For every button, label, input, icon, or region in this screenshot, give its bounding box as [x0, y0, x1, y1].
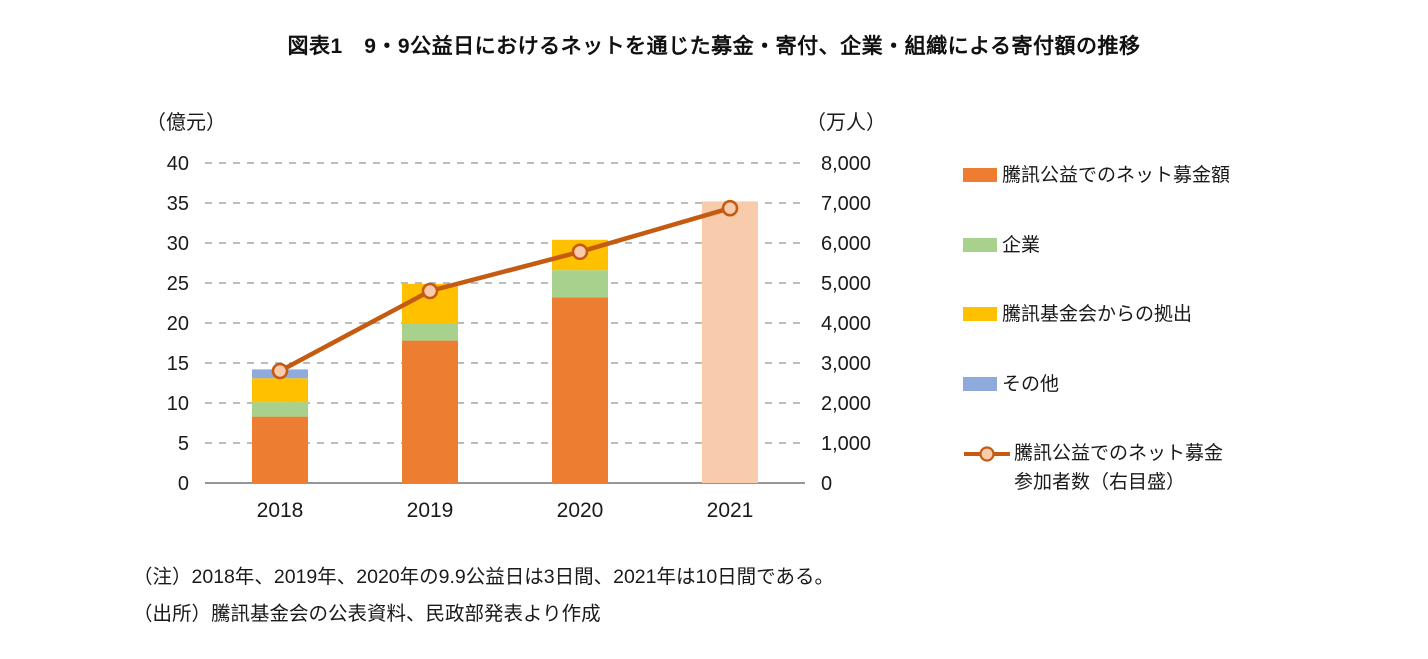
left-axis-tick: 35 [167, 193, 189, 215]
bar-segment-2018 [252, 402, 308, 417]
left-axis-unit-label: （億元） [146, 112, 226, 134]
legend-swatch-icon [963, 307, 997, 321]
legend-label: 騰訊公益でのネット募金参加者数（右目盛） [1014, 443, 1224, 493]
bar-segment-2019 [402, 340, 458, 483]
right-axis-tick: 1,000 [821, 433, 871, 455]
line-marker [721, 199, 739, 217]
line-series [278, 206, 731, 373]
legend-label: 騰訊公益でのネット募金額 [1002, 165, 1231, 186]
right-axis-tick: 4,000 [821, 313, 871, 335]
bar-segment-2018 [252, 378, 308, 403]
bar-segment-2020 [552, 297, 608, 483]
plot-area: 0 5 10 15 20 25 30 35 40 0 1,000 2,000 3,000 4,000 5,0… [167, 153, 871, 522]
bar-segment-2018 [252, 416, 308, 483]
left-axis-tick: 15 [167, 353, 189, 375]
bar-total-2021 [702, 201, 758, 483]
right-axis-tick: 2,000 [821, 393, 871, 415]
left-axis-tick: 0 [178, 473, 189, 495]
legend-swatch-icon [963, 237, 997, 252]
right-axis-tick: 0 [821, 473, 832, 495]
right-axis-tick: 6,000 [821, 233, 871, 255]
right-axis-tick: 3,000 [821, 353, 871, 375]
right-axis-tick: 7,000 [821, 193, 871, 215]
right-axis-tick: 5,000 [821, 273, 871, 295]
x-axis-label: 2020 [557, 499, 604, 522]
left-axis-tick: 30 [167, 233, 189, 255]
legend-swatch-icon [963, 376, 997, 391]
legend-label: 騰訊基金会からの拠出 [1002, 304, 1193, 325]
left-axis-tick: 20 [167, 313, 189, 335]
line-marker-swatch-icon [964, 446, 1010, 462]
note-line: （注）2018年、2019年、2020年の9.9公益日は3日間、2021年は10… [133, 566, 834, 588]
legend-item: 企業 [963, 232, 1423, 261]
legend-swatch-icon [963, 168, 997, 182]
chart-title: 図表1 9・9公益日におけるネットを通じた募金・寄付、企業・組織による寄付額の推… [287, 35, 1141, 58]
legend-item: 騰訊基金会からの拠出 [963, 301, 1423, 330]
line-marker [571, 243, 589, 261]
x-axis-label: 2021 [707, 499, 754, 522]
left-axis-tick: 25 [167, 273, 189, 295]
legend-item: 騰訊公益でのネット募金参加者数（右目盛） [963, 440, 1423, 497]
legend-label: その他 [1002, 373, 1060, 395]
line-marker [421, 282, 439, 300]
right-axis-unit-label: （万人） [806, 112, 886, 134]
left-axis-tick: 5 [178, 433, 189, 455]
line-marker [271, 362, 289, 380]
legend-label: 企業 [1002, 234, 1041, 256]
source-line: （出所）騰訊基金会の公表資料、民政部発表より作成 [133, 603, 601, 625]
legend-item: 騰訊公益でのネット募金額 [963, 162, 1423, 191]
legend-item: その他 [963, 371, 1423, 400]
left-axis-tick: 40 [167, 153, 189, 175]
x-axis-label: 2018 [257, 499, 304, 522]
left-axis-tick: 10 [167, 393, 189, 415]
bar-segment-2019 [402, 323, 458, 341]
bar-segment-2020 [552, 270, 608, 298]
x-axis-label: 2019 [407, 499, 454, 522]
right-axis-tick: 8,000 [821, 153, 871, 175]
legend: 騰訊公益でのネット募金額 企業騰訊基金会からの拠出 その他騰訊公益でのネット募金参加… [963, 162, 1423, 538]
